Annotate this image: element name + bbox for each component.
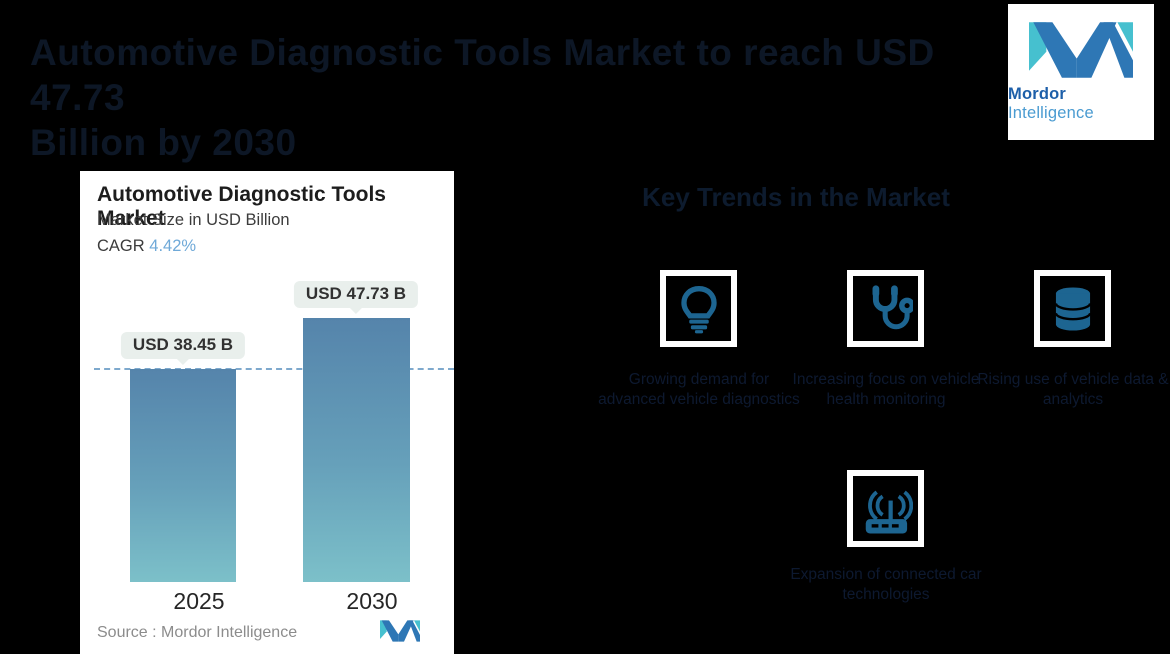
stethoscope-icon xyxy=(872,284,913,329)
trend-tile-2 xyxy=(847,270,924,347)
page-title: Automotive Diagnostic Tools Market to re… xyxy=(30,30,1030,165)
router-icon xyxy=(865,490,913,533)
database-icon xyxy=(1054,286,1091,331)
bar-chart: USD 38.45 B USD 47.73 B xyxy=(94,281,454,582)
bar-2025 xyxy=(130,369,236,582)
bar-2030 xyxy=(303,318,410,582)
trend-caption-4: Expansion of connected car technologies xyxy=(790,566,982,603)
page-title-line1: Automotive Diagnostic Tools Market to re… xyxy=(30,32,935,118)
chart-subtitle: Market Size in USD Billion xyxy=(97,211,290,229)
brand-logo-card: Mordor Intelligence xyxy=(1008,4,1154,140)
trend-caption-2: Increasing focus on vehicle health monit… xyxy=(792,371,980,408)
lightbulb-icon xyxy=(680,285,717,333)
reference-dashed-line xyxy=(94,368,454,370)
value-callout-2030: USD 47.73 B xyxy=(293,281,419,314)
mordor-logo-mini-icon xyxy=(380,620,420,642)
value-label-2030: USD 47.73 B xyxy=(305,284,407,303)
value-callout-2025: USD 38.45 B xyxy=(120,332,246,365)
trends-heading: Key Trends in the Market xyxy=(642,182,950,212)
trend-tile-3 xyxy=(1034,270,1111,347)
cagr-label: CAGR xyxy=(97,237,145,255)
brand-name-light: Intelligence xyxy=(1008,103,1094,122)
cagr-value: 4.42% xyxy=(149,237,197,255)
callout-pointer xyxy=(348,307,363,314)
trend-caption-1: Growing demand for advanced vehicle diag… xyxy=(598,371,800,408)
trend-tile-4 xyxy=(847,470,924,547)
trend-caption-3: Rising use of vehicle data & analytics xyxy=(977,371,1169,408)
source-attribution: Source : Mordor Intelligence xyxy=(97,624,298,641)
page-title-line2: Billion by 2030 xyxy=(30,122,297,163)
market-chart-card: Automotive Diagnostic Tools Market Marke… xyxy=(80,171,454,654)
value-label-2025: USD 38.45 B xyxy=(132,335,234,354)
chart-title: Automotive Diagnostic Tools Market xyxy=(97,183,386,230)
brand-name-bold: Mordor xyxy=(1008,84,1067,103)
brand-name: Mordor Intelligence xyxy=(1008,85,1154,123)
callout-pointer xyxy=(175,358,190,365)
x-axis-label-2030: 2030 xyxy=(346,588,398,614)
x-axis-label-2025: 2025 xyxy=(173,588,225,614)
trend-tile-1 xyxy=(660,270,737,347)
cagr-row: CAGR 4.42% xyxy=(97,237,196,256)
mordor-logo-icon xyxy=(1029,21,1133,78)
